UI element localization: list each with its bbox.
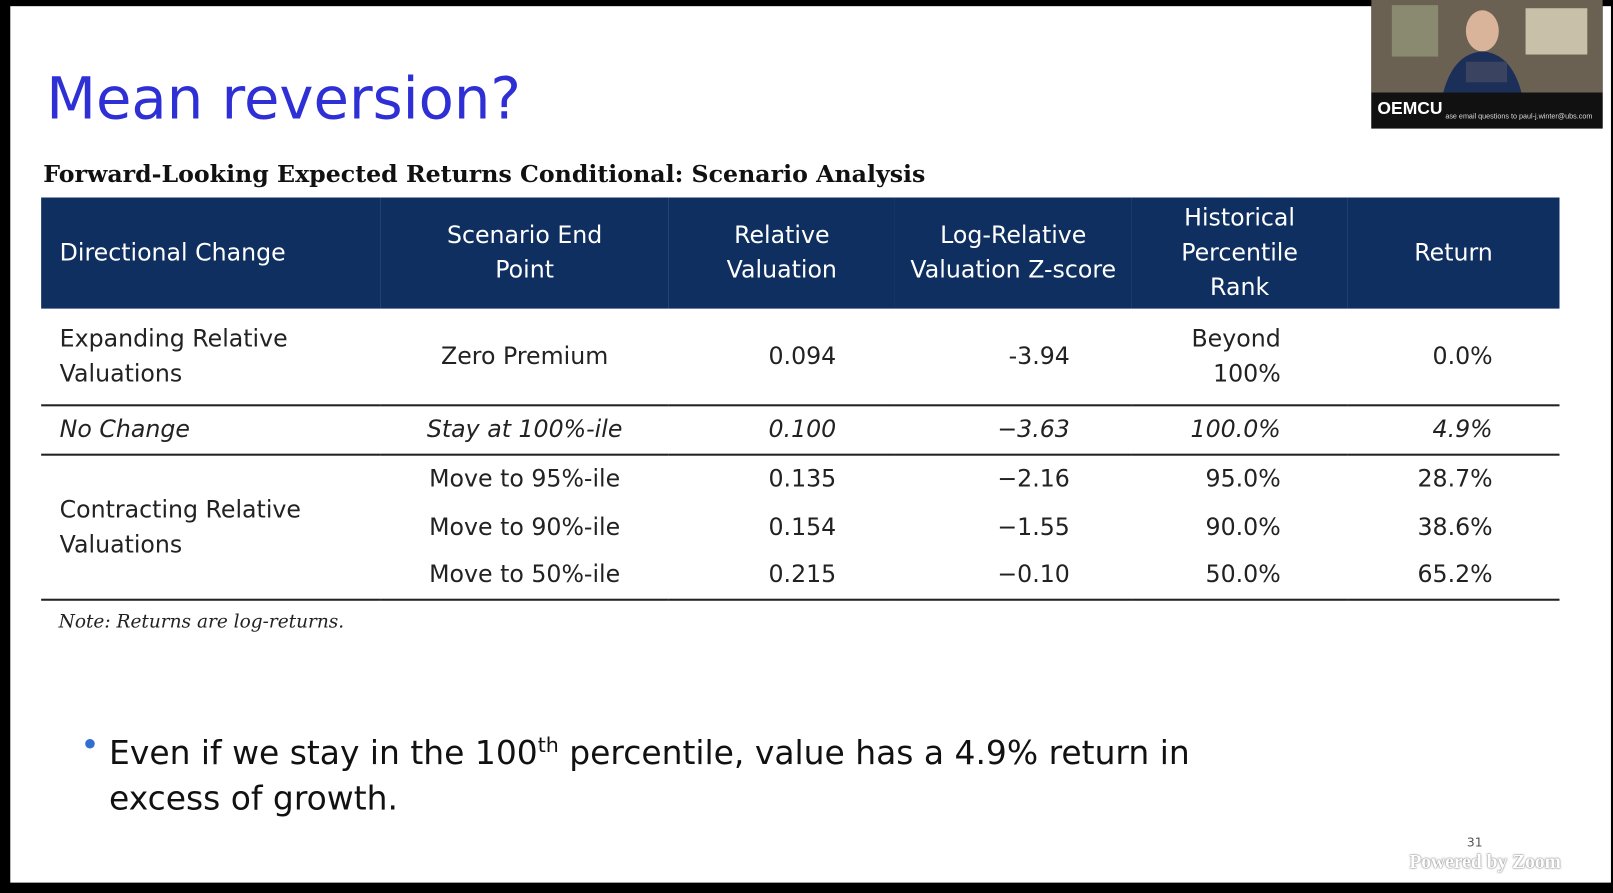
table-cell: 0.215: [668, 551, 895, 601]
bullet-text-part: Even if we stay in the 100: [109, 733, 538, 773]
bullet-superscript: th: [537, 732, 559, 758]
group-label-cell: No Change: [41, 405, 381, 456]
table-cell: Beyond 100%: [1131, 308, 1348, 407]
table-cell: −3.63: [894, 405, 1132, 456]
cell-text: 0.135: [768, 466, 837, 493]
group-label: No Change: [59, 416, 190, 444]
table-cell: Move to 90%-ile: [381, 503, 669, 551]
cell-text: 0.215: [768, 561, 837, 589]
email-banner: ase email questions to paul-j.winter@ubs…: [1445, 113, 1593, 121]
cell-text: 0.0%: [1432, 343, 1493, 370]
table-cell: 90.0%: [1132, 503, 1348, 551]
cell-text: 38.6%: [1417, 513, 1493, 541]
header-text: Log-Relative Valuation Z-score: [910, 222, 1117, 284]
participant-label: OEMCU: [1377, 98, 1443, 119]
cell-text: Beyond 100%: [1191, 325, 1281, 388]
group-label: Contracting Relative Valuations: [59, 496, 301, 559]
cell-text: Move to 90%-ile: [429, 513, 621, 541]
cell-text: 0.100: [768, 416, 837, 444]
header-cell: Log-Relative Valuation Z-score: [894, 197, 1132, 309]
bullet-text: Even if we stay in the 100th percentile,…: [82, 722, 1281, 820]
table-cell: −1.55: [895, 503, 1132, 551]
cell-text: 28.7%: [1417, 466, 1493, 493]
header-text: Return: [1414, 239, 1493, 267]
cell-text: 50.0%: [1205, 561, 1281, 589]
header-text: Relative Valuation: [726, 222, 837, 284]
table-cell: 100.0%: [1131, 405, 1348, 456]
table-row: Move to 90%-ile 0.154 −1.55 90.0% 38.6%: [41, 503, 1559, 551]
bullet-text-part: percentile, value has a 4.9% return in e…: [109, 733, 1190, 818]
header-text: Directional Change: [59, 239, 286, 267]
cell-text: 95.0%: [1205, 466, 1281, 493]
table-cell: Move to 50%-ile: [380, 551, 669, 601]
scenario-table: Directional Change Scenario End Point Rela…: [41, 197, 1560, 601]
cell-text: 4.9%: [1432, 416, 1493, 444]
table-cell: 0.0%: [1347, 308, 1560, 407]
header-text: Historical Percentile Rank: [1181, 204, 1298, 302]
table-cell: −2.16: [895, 455, 1132, 503]
cell-text: −3.63: [997, 416, 1070, 444]
header-cell: Historical Percentile Rank: [1131, 197, 1348, 309]
table-cell: 65.2%: [1347, 551, 1560, 601]
table-cell: −0.10: [894, 551, 1132, 601]
video-feed: [1371, 0, 1603, 129]
table-cell: 0.100: [668, 405, 895, 456]
bullet-dot: •: [80, 725, 100, 765]
group-label-cell: Expanding Relative Valuations: [41, 308, 381, 407]
cell-text: Zero Premium: [441, 343, 609, 370]
cell-text: −0.10: [997, 561, 1070, 589]
cell-text: -3.94: [1008, 343, 1070, 370]
header-cell: Scenario End Point: [380, 197, 669, 309]
table-cell: 0.094: [668, 308, 895, 407]
cell-text: 0.154: [768, 513, 837, 541]
table-cell: -3.94: [894, 308, 1132, 407]
table-cell: Zero Premium: [380, 308, 669, 407]
table-cell: 0.154: [669, 503, 895, 551]
table-row: Contracting Relative Valuations Move to 9…: [41, 454, 1560, 601]
slide-title: Mean reversion?: [46, 65, 521, 133]
header-cell: Relative Valuation: [668, 197, 895, 309]
table-note: Note: Returns are log-returns.: [58, 611, 345, 633]
group-label: Expanding Relative Valuations: [59, 325, 288, 388]
bullet-point: • Even if we stay in the 100th percentil…: [80, 722, 1296, 820]
cell-text: Move to 50%-ile: [429, 561, 621, 589]
cell-text: Stay at 100%-ile: [426, 416, 623, 444]
zoom-watermark: Powered by Zoom: [1409, 851, 1561, 874]
video-thumbnail[interactable]: OEMCU ase email questions to paul-j.wint…: [1371, 0, 1603, 129]
table-cell: 38.6%: [1348, 503, 1560, 551]
cell-text: −2.16: [997, 466, 1070, 493]
header-text: Scenario End Point: [446, 222, 603, 284]
group-label-cell: Contracting Relative Valuations: [41, 454, 381, 601]
table-cell: Stay at 100%-ile: [380, 405, 669, 456]
header-row: Directional Change Scenario End Point Rela…: [41, 197, 1560, 309]
cell-text: 100.0%: [1190, 416, 1281, 444]
table-cell: 4.9%: [1347, 405, 1560, 456]
table-cell: 50.0%: [1131, 551, 1348, 601]
header-cell: Directional Change: [41, 197, 381, 309]
header-cell: Return: [1347, 197, 1560, 309]
cell-text: 65.2%: [1417, 561, 1493, 589]
cell-text: 90.0%: [1205, 513, 1281, 541]
slide: Mean reversion? Forward-Looking Expected…: [10, 6, 1611, 883]
page-number: 31: [1466, 835, 1483, 850]
cell-text: Move to 95%-ile: [429, 466, 621, 493]
table-cell: 28.7%: [1348, 455, 1560, 503]
table-cell: Move to 95%-ile: [381, 455, 669, 503]
table-row: Expanding Relative Valuations Zero Premiu…: [41, 308, 1560, 407]
table-cell: 95.0%: [1132, 455, 1348, 503]
table-row: No Change Stay at 100%-ile 0.100 −3.63 100.0…: [41, 405, 1560, 456]
table-caption: Forward-Looking Expected Returns Conditi…: [43, 160, 926, 189]
table-row: Move to 50%-ile 0.215 −0.10 50.0% 65.2%: [41, 551, 1560, 601]
cell-text: −1.55: [997, 513, 1070, 541]
cell-text: 0.094: [768, 343, 837, 370]
table-body: Expanding Relative Valuations Zero Premiu…: [41, 308, 1560, 601]
table-cell: 0.135: [669, 455, 895, 503]
